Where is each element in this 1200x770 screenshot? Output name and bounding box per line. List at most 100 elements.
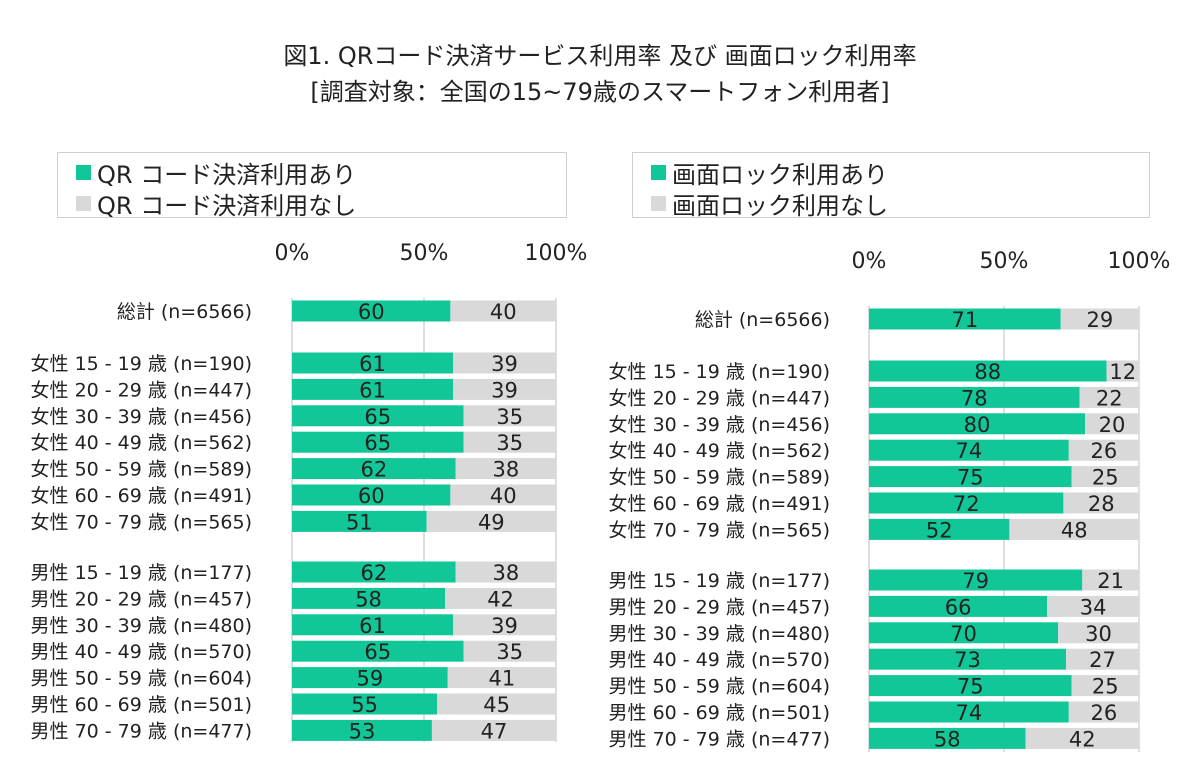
legend-item-lock-no: 画面ロック利用なし: [651, 186, 888, 221]
qr-category-label: 総計 (n=6566): [117, 301, 252, 323]
lock-bar-yes: [869, 595, 1048, 617]
qr-value-label-no: 35: [496, 405, 523, 429]
qr-bar-yes: [292, 378, 454, 400]
lock-bar-yes: [869, 701, 1069, 723]
lock-bar-no: [1071, 675, 1139, 697]
qr-bar-yes: [292, 561, 456, 583]
legend-swatch-lock-yes: [651, 165, 666, 180]
lock-value-label-no: 30: [1085, 622, 1112, 646]
qr-value-label-yes: 60: [358, 484, 385, 508]
lock-value-label-yes: 75: [957, 675, 984, 699]
lock-bar-no: [1082, 569, 1139, 591]
qr-value-label-yes: 61: [359, 378, 386, 402]
legend-item-lock-yes: 画面ロック利用あり: [651, 155, 888, 190]
qr-bar-no: [450, 484, 556, 506]
qr-bar-no: [447, 667, 556, 689]
lock-bar-no: [1058, 622, 1139, 644]
lock-value-label-yes: 75: [957, 466, 984, 490]
lock-bar-no: [1068, 701, 1139, 723]
qr-bar-no: [426, 510, 556, 532]
chart-subtitle: [調査対象：全国の15~79歳のスマートフォン利用者]: [310, 78, 890, 106]
lock-bar-no: [1025, 727, 1139, 749]
qr-bar-yes: [292, 640, 464, 662]
qr-value-label-yes: 53: [349, 719, 376, 743]
lock-bar-no: [1068, 439, 1139, 461]
lock-bar-yes: [869, 360, 1107, 382]
qr-category-label: 女性 70 - 79 歳 (n=565): [31, 511, 252, 533]
qr-bar-no: [455, 561, 556, 583]
legend-lock: 画面ロック利用あり 画面ロック利用なし: [632, 152, 1150, 221]
lock-category-label: 男性 70 - 79 歳 (n=477): [609, 728, 830, 750]
lock-bar-yes: [869, 648, 1067, 670]
legend-swatch-lock-no: [651, 196, 666, 211]
qr-category-label: 女性 20 - 29 歳 (n=447): [31, 379, 252, 401]
qr-bar-no: [450, 300, 556, 322]
lock-value-label-yes: 71: [951, 308, 978, 332]
legend-item-qr-yes: QR コード決済利用あり: [76, 155, 356, 190]
qr-value-label-no: 47: [481, 719, 508, 743]
qr-value-label-no: 39: [491, 614, 518, 638]
qr-value-label-no: 35: [496, 640, 523, 664]
qr-value-label-no: 45: [483, 693, 510, 717]
qr-bar-yes: [292, 405, 464, 427]
qr-x-tick-label: 50%: [400, 241, 449, 266]
qr-value-label-yes: 65: [364, 640, 391, 664]
qr-value-label-yes: 62: [360, 458, 387, 482]
qr-bar-no: [463, 640, 556, 662]
lock-value-label-yes: 79: [962, 569, 989, 593]
qr-bar-yes: [292, 667, 448, 689]
qr-bar-no: [431, 719, 556, 741]
lock-value-label-no: 22: [1096, 386, 1123, 410]
lock-x-tick-label: 100%: [1108, 249, 1171, 274]
lock-value-label-no: 42: [1069, 727, 1096, 751]
qr-value-label-yes: 58: [355, 587, 382, 611]
qr-value-label-yes: 55: [351, 693, 378, 717]
lock-category-label: 女性 15 - 19 歳 (n=190): [609, 361, 830, 383]
lock-bar-yes: [869, 413, 1085, 435]
qr-value-label-yes: 51: [346, 510, 373, 534]
lock-value-label-no: 25: [1092, 675, 1119, 699]
qr-bar-no: [437, 693, 556, 715]
qr-category-label: 男性 15 - 19 歳 (n=177): [31, 562, 252, 584]
qr-bar-no: [455, 458, 556, 480]
legend-swatch-qr-yes: [76, 165, 91, 180]
legend-item-qr-no: QR コード決済利用なし: [76, 186, 356, 221]
qr-bar-no: [453, 352, 556, 374]
lock-category-label: 男性 60 - 69 歳 (n=501): [609, 702, 830, 724]
qr-bar-yes: [292, 693, 438, 715]
qr-value-label-no: 41: [489, 667, 516, 691]
qr-value-label-yes: 61: [359, 614, 386, 638]
qr-category-label: 女性 40 - 49 歳 (n=562): [31, 432, 252, 454]
lock-value-label-yes: 73: [954, 648, 981, 672]
qr-value-label-no: 38: [492, 458, 519, 482]
lock-value-label-yes: 52: [926, 518, 953, 542]
lock-value-label-yes: 70: [950, 622, 977, 646]
lock-value-label-yes: 88: [974, 360, 1001, 384]
lock-value-label-yes: 74: [956, 701, 983, 725]
lock-category-label: 男性 20 - 29 歳 (n=457): [609, 596, 830, 618]
qr-category-label: 男性 60 - 69 歳 (n=501): [31, 694, 252, 716]
legend-swatch-qr-no: [76, 196, 91, 211]
qr-category-label: 女性 30 - 39 歳 (n=456): [31, 406, 252, 428]
qr-category-label: 男性 40 - 49 歳 (n=570): [31, 641, 252, 663]
qr-bar-no: [463, 431, 556, 453]
lock-category-label: 男性 30 - 39 歳 (n=480): [609, 623, 830, 645]
qr-category-label: 男性 70 - 79 歳 (n=477): [31, 720, 252, 742]
lock-value-label-yes: 78: [961, 386, 988, 410]
qr-value-label-no: 49: [478, 510, 505, 534]
lock-value-label-yes: 74: [956, 439, 983, 463]
lock-category-label: 男性 50 - 59 歳 (n=604): [609, 676, 830, 698]
lock-bar-yes: [869, 518, 1010, 540]
qr-value-label-no: 39: [491, 378, 518, 402]
lock-x-tick-label: 50%: [980, 249, 1029, 274]
qr-value-label-no: 39: [491, 352, 518, 376]
lock-value-label-yes: 72: [953, 492, 980, 516]
qr-bar-yes: [292, 510, 427, 532]
lock-bar-yes: [869, 622, 1058, 644]
lock-category-label: 女性 70 - 79 歳 (n=565): [609, 519, 830, 541]
lock-value-label-no: 28: [1088, 492, 1115, 516]
lock-bar-no: [1079, 386, 1139, 408]
lock-bar-yes: [869, 308, 1061, 330]
qr-category-label: 女性 60 - 69 歳 (n=491): [31, 485, 252, 507]
qr-value-label-yes: 65: [364, 405, 391, 429]
